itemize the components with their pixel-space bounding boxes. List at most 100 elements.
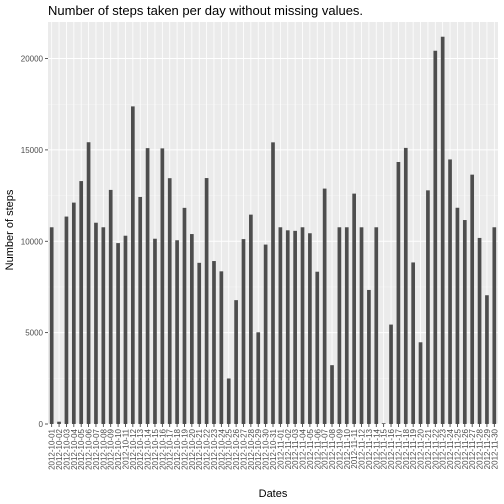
bar-2012-10-21 [197, 262, 202, 424]
bar-2012-10-27 [241, 239, 246, 424]
x-tick-label: 2012-11-11 [350, 428, 359, 468]
bar-2012-11-29 [485, 295, 489, 424]
x-tick-label: 2012-11-07 [321, 428, 330, 469]
bar-2012-11-01 [278, 227, 283, 424]
bar-2012-11-19 [411, 262, 416, 424]
x-axis-title: Dates [259, 488, 288, 500]
bar-2012-10-30 [263, 244, 268, 424]
bar-2012-11-21 [426, 190, 430, 424]
x-tick-label: 2012-10-24 [217, 428, 226, 469]
x-tick-label: 2012-10-04 [70, 428, 79, 469]
x-tick-label: 2012-10-20 [188, 428, 197, 469]
x-tick-label: 2012-11-15 [380, 428, 389, 469]
x-tick-label: 2012-11-06 [313, 428, 322, 469]
x-tick-label: 2012-10-01 [48, 428, 57, 469]
bar-2012-10-20 [190, 234, 194, 424]
x-tick-label: 2012-11-16 [387, 428, 396, 469]
bar-2012-11-20 [418, 342, 423, 424]
x-tick-label: 2012-10-08 [99, 428, 108, 469]
bar-2012-10-07 [94, 222, 98, 424]
x-tick-label: 2012-11-04 [299, 428, 308, 469]
x-tick-label: 2012-10-16 [158, 428, 167, 469]
bar-2012-11-10 [344, 227, 349, 424]
y-axis: 0 5000 10000 15000 20000 [21, 55, 48, 429]
bar-2012-11-05 [308, 233, 312, 424]
bar-2012-11-02 [285, 230, 290, 424]
x-tick-label: 2012-10-09 [107, 428, 116, 469]
bar-2012-11-26 [462, 220, 467, 424]
x-tick-label: 2012-10-06 [85, 428, 94, 469]
x-tick-label: 2012-11-26 [461, 428, 470, 469]
x-tick-label: 2012-10-07 [92, 428, 101, 469]
bar-2012-11-14 [374, 227, 379, 424]
bar-2012-11-03 [293, 230, 297, 424]
x-tick-label: 2012-11-30 [490, 428, 499, 469]
bar-2012-11-07 [322, 188, 327, 424]
bar-2012-10-08 [101, 227, 106, 424]
x-tick-label: 2012-10-05 [77, 428, 86, 469]
bar-2012-10-28 [249, 214, 253, 424]
bar-2012-10-23 [212, 261, 216, 424]
x-tick-label: 2012-11-19 [409, 428, 418, 469]
bar-2012-11-11 [352, 193, 356, 424]
x-tick-label: 2012-10-26 [232, 428, 241, 469]
x-tick-label: 2012-11-09 [335, 428, 344, 469]
x-tick-label: 2012-11-03 [291, 428, 300, 469]
bar-2012-10-25 [226, 378, 231, 424]
bar-2012-11-18 [403, 147, 408, 424]
bar-2012-11-15 [381, 423, 386, 424]
bar-2012-10-13 [138, 196, 143, 424]
bar-2012-10-11 [123, 235, 128, 424]
x-tick-label: 2012-10-29 [254, 428, 263, 469]
x-tick-label: 2012-10-10 [114, 428, 123, 469]
bar-2012-11-12 [359, 227, 364, 424]
x-tick-label: 2012-11-20 [417, 428, 426, 469]
x-tick-label: 2012-11-13 [365, 428, 374, 469]
x-tick-label: 2012-11-18 [402, 428, 411, 469]
bar-2012-10-12 [130, 106, 135, 424]
x-tick-label: 2012-10-22 [203, 428, 212, 469]
x-tick-label: 2012-11-10 [343, 428, 352, 469]
x-tick-label: 2012-11-21 [424, 428, 433, 469]
bar-2012-10-02 [57, 421, 61, 424]
bar-2012-11-25 [455, 207, 460, 424]
bar-2012-10-22 [204, 178, 209, 424]
bar-2012-11-28 [477, 237, 482, 424]
x-tick-label: 2012-10-23 [210, 428, 219, 469]
bar-2012-11-13 [367, 289, 371, 424]
x-tick-label: 2012-10-25 [225, 428, 234, 469]
x-axis: 2012-10-012012-10-022012-10-032012-10-04… [48, 424, 499, 470]
x-tick-label: 2012-10-18 [173, 428, 182, 469]
x-tick-label: 2012-11-14 [372, 428, 381, 469]
x-tick-label: 2012-11-01 [276, 428, 285, 469]
bar-2012-11-16 [389, 324, 393, 424]
x-tick-label: 2012-10-11 [121, 428, 130, 469]
x-tick-label: 2012-10-13 [136, 428, 145, 469]
x-tick-label: 2012-10-03 [62, 428, 71, 469]
bars [49, 36, 497, 425]
x-tick-label: 2012-10-27 [239, 428, 248, 469]
bar-2012-11-08 [330, 365, 334, 424]
bar-2012-10-01 [49, 227, 54, 424]
y-axis-title: Number of steps [4, 189, 16, 270]
x-tick-label: 2012-10-19 [180, 428, 189, 469]
bar-2012-10-10 [116, 243, 120, 424]
y-tick-label: 10000 [21, 237, 44, 246]
chart-title: Number of steps taken per day without mi… [48, 3, 363, 18]
bar-2012-10-26 [234, 300, 238, 424]
bar-2012-11-30 [492, 227, 497, 424]
y-tick-label: 0 [39, 420, 44, 429]
bar-2012-10-14 [145, 148, 150, 425]
bar-2012-10-24 [219, 271, 224, 424]
bar-2012-11-04 [300, 227, 305, 424]
bar-2012-11-22 [433, 50, 438, 424]
bar-2012-11-24 [448, 159, 452, 424]
bar-2012-10-09 [108, 189, 113, 424]
x-tick-label: 2012-11-29 [483, 428, 492, 469]
y-tick-label: 5000 [25, 329, 43, 338]
bar-2012-10-17 [167, 178, 172, 424]
x-tick-label: 2012-10-15 [151, 428, 160, 469]
bar-2012-10-18 [175, 240, 179, 424]
bar-2012-10-05 [79, 181, 84, 424]
